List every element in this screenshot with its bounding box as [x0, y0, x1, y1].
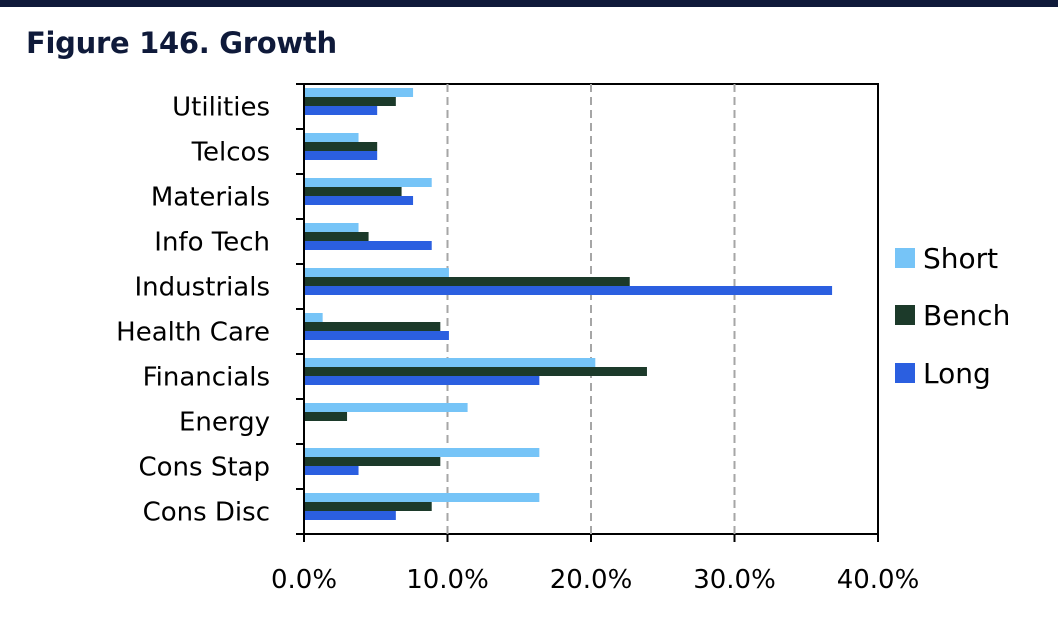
bar-short-cons-stap	[305, 448, 540, 457]
x-tick-label: 30.0%	[693, 565, 776, 595]
bar-bench-cons-disc	[305, 502, 432, 511]
category-label-utilities: Utilities	[172, 93, 270, 123]
bar-short-financials	[305, 358, 596, 367]
category-label-materials: Materials	[151, 183, 270, 213]
bar-long-cons-stap	[305, 466, 359, 475]
bar-bench-materials	[305, 187, 402, 196]
bar-long-industrials	[305, 286, 833, 295]
bar-long-materials	[305, 196, 414, 205]
category-label-cons-disc: Cons Disc	[143, 498, 270, 528]
category-label-industrials: Industrials	[135, 273, 270, 303]
category-label-telcos: Telcos	[191, 138, 270, 168]
bar-short-cons-disc	[305, 493, 540, 502]
bar-short-utilities	[305, 88, 414, 97]
top-rule	[0, 0, 1058, 7]
bar-bench-utilities	[305, 97, 396, 106]
legend-label-long: Long	[923, 357, 991, 390]
bar-short-info-tech	[305, 223, 359, 232]
x-tick-label: 0.0%	[271, 565, 337, 595]
bar-bench-health-care	[305, 322, 441, 331]
x-tick-label: 10.0%	[406, 565, 489, 595]
bar-long-info-tech	[305, 241, 432, 250]
x-tick-label: 20.0%	[550, 565, 633, 595]
bar-long-cons-disc	[305, 511, 396, 520]
category-label-info-tech: Info Tech	[154, 228, 270, 258]
category-label-financials: Financials	[143, 363, 270, 393]
legend-swatch-long	[895, 363, 915, 383]
x-tick-label: 40.0%	[837, 565, 920, 595]
category-label-cons-stap: Cons Stap	[139, 453, 271, 483]
bar-long-utilities	[305, 106, 378, 115]
bar-bench-energy	[305, 412, 348, 421]
category-label-health-care: Health Care	[116, 318, 270, 348]
legend-label-bench: Bench	[923, 299, 1010, 332]
bar-long-health-care	[305, 331, 449, 340]
legend-swatch-short	[895, 248, 915, 268]
bar-short-telcos	[305, 133, 359, 142]
bar-bench-info-tech	[305, 232, 369, 241]
legend-label-short: Short	[923, 242, 998, 275]
bar-long-financials	[305, 376, 540, 385]
bar-short-health-care	[305, 313, 323, 322]
bar-short-energy	[305, 403, 468, 412]
bar-long-telcos	[305, 151, 378, 160]
bar-short-materials	[305, 178, 432, 187]
bar-bench-industrials	[305, 277, 630, 286]
bar-bench-cons-stap	[305, 457, 441, 466]
category-label-energy: Energy	[179, 408, 270, 438]
bar-bench-telcos	[305, 142, 378, 151]
bar-bench-financials	[305, 367, 647, 376]
bar-short-industrials	[305, 268, 449, 277]
legend-swatch-bench	[895, 305, 915, 325]
figure-title: Figure 146. Growth	[26, 26, 337, 60]
